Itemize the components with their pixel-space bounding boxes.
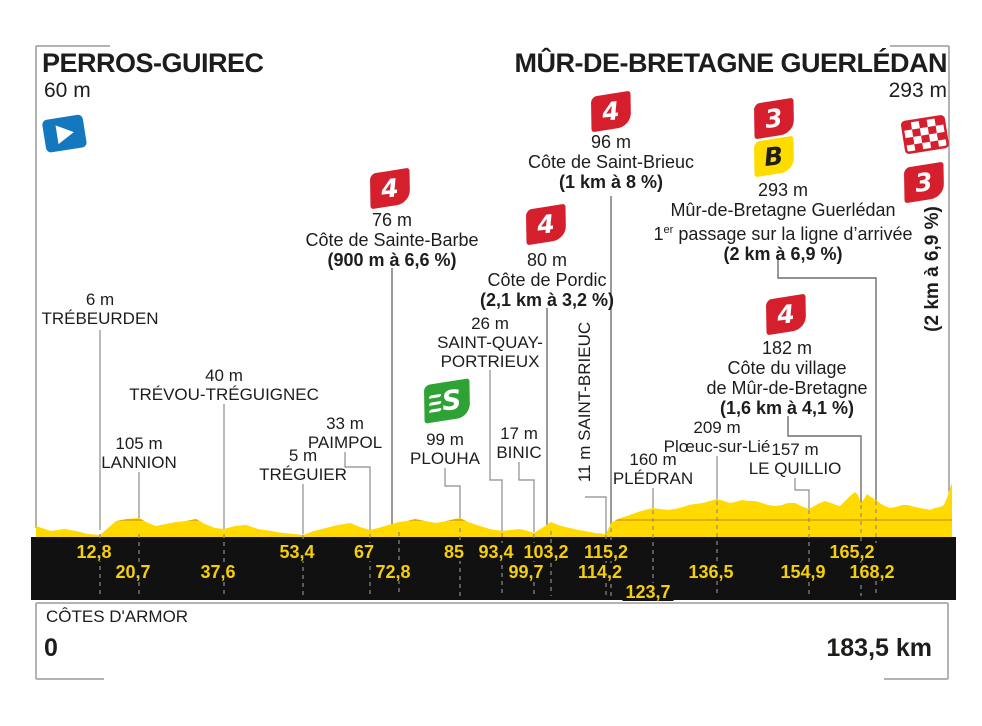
km-tick: 154,9 [777, 563, 829, 581]
town-label-lannion: 105 m LANNION [101, 434, 177, 472]
town-label-pledran: 160 m PLÉDRAN [612, 450, 694, 488]
climb-detail: (2,1 km à 3,2 %) [479, 290, 615, 310]
km-tick: 37,6 [197, 563, 239, 581]
total-distance-label: 183,5 km [826, 634, 932, 662]
elevation-profile-area [36, 483, 952, 537]
km-tick: 12,8 [73, 543, 115, 561]
km-tick: 85 [440, 543, 468, 561]
climb-name: Mûr-de-Bretagne Guerlédan [670, 200, 896, 220]
km-tick: 99,7 [505, 563, 547, 581]
climb-label-saint-brieuc: 96 m Côte de Saint-Brieuc (1 km à 8 %) [528, 132, 694, 192]
climb-elevation: 96 m [590, 132, 632, 152]
climb-detail: (1,6 km à 4,1 %) [719, 398, 855, 418]
town-label-trebeurden: 6 m TRÉBEURDEN [41, 290, 159, 328]
climb-elevation: 76 m [371, 210, 413, 230]
climb-name: Côte du village [727, 358, 847, 378]
climb-name: Côte de Pordic [487, 270, 607, 290]
finish-climb-gradient-label: (2 km à 6,9 %) [922, 206, 943, 332]
climb-leader-lines [391, 196, 877, 527]
town-label-paimpol: 33 m PAIMPOL [307, 414, 383, 452]
climb-label-village: 182 m Côte du village de Mûr-de-Bretagne… [706, 338, 867, 418]
climb-detail: (900 m à 6,6 %) [327, 250, 457, 270]
town-label-plouha: 99 m PLOUHA [410, 430, 480, 468]
town-label-binic: 17 m BINIC [496, 424, 542, 462]
town-label-saint-brieuc: 11 m SAINT-BRIEUC [575, 321, 594, 483]
finish-elevation: 293 m [888, 79, 947, 102]
km-tick: 136,5 [685, 563, 737, 581]
km-tick: 53,4 [276, 543, 318, 561]
climb-detail: (2 km à 6,9 %) [723, 244, 843, 264]
town-label-le-quillio: 157 m LE QUILLIO [748, 440, 842, 478]
climb-elevation: 293 m [757, 180, 809, 200]
start-elevation: 60 m [44, 79, 91, 102]
start-km-label: 0 [44, 634, 58, 662]
climb-elevation: 182 m [761, 338, 813, 358]
km-tick: 115,2 [580, 543, 632, 561]
km-tick: 114,2 [574, 563, 626, 581]
km-tick: 93,4 [475, 543, 517, 561]
km-tick: 123,7 [622, 583, 674, 601]
km-tick: 20,7 [112, 563, 154, 581]
climb-passage-line: 1er passage sur la ligne d’arrivée [653, 224, 913, 244]
km-tick: 72,8 [372, 563, 414, 581]
km-tick: 168,2 [846, 563, 898, 581]
climb-name: de Mûr-de-Bretagne [706, 378, 868, 398]
climb-name: Côte de Sainte-Barbe [305, 230, 479, 250]
town-label-ploeuc-sur-lie: 209 m Plœuc-sur-Lié [663, 418, 771, 456]
frame-lines [35, 45, 950, 680]
climb-elevation: 80 m [526, 250, 568, 270]
km-tick: 67 [350, 543, 378, 561]
start-town-title: PERROS-GUIREC [42, 48, 264, 78]
climb-detail: (1 km à 8 %) [558, 172, 664, 192]
leader-lines [99, 330, 810, 537]
climb-label-pordic: 80 m Côte de Pordic (2,1 km à 3,2 %) [480, 250, 614, 310]
town-label-saint-quay-portrieux: 26 m SAINT-QUAY- PORTRIEUX [437, 314, 543, 371]
climb-label-sainte-barbe: 76 m Côte de Sainte-Barbe (900 m à 6,6 %… [305, 210, 478, 270]
start-flag-icon [42, 114, 87, 153]
km-tick: 165,2 [826, 543, 878, 561]
department-label: CÔTES D'ARMOR [46, 607, 189, 626]
town-label-treguier: 5 m TRÉGUIER [259, 446, 347, 484]
climb-name: Côte de Saint-Brieuc [527, 152, 695, 172]
km-tick: 103,2 [520, 543, 572, 561]
climb-label-mur-passage: 293 m Mûr-de-Bretagne Guerlédan 1er pass… [654, 180, 913, 264]
town-label-trevou-treguignec: 40 m TRÉVOU-TRÉGUIGNEC [129, 366, 319, 404]
checkered-flag-icon [900, 115, 949, 154]
finish-town-title: MÛR-DE-BRETAGNE GUERLÉDAN [514, 48, 948, 78]
